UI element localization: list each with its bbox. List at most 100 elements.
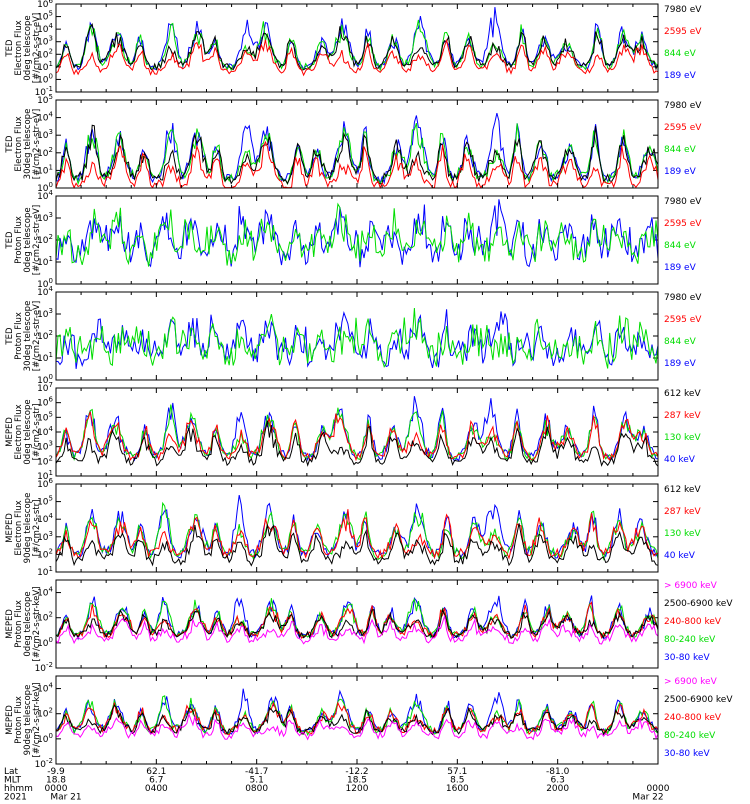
x-axis-tick-value: 2000 (546, 784, 569, 794)
panel-5-ytick-label: 102 (37, 454, 53, 467)
x-axis-tick-value: 5.1 (250, 776, 264, 786)
panel-4-ytick-label: 102 (37, 329, 53, 342)
x-axis-row-label: MLT (4, 776, 22, 786)
x-axis-tick-value: 1600 (446, 784, 469, 794)
panel-6-series-green (55, 501, 659, 561)
panel-2: 100 101 102 103 104 105 TED Electron Flux 30deg … (5, 93, 702, 194)
panel-1-ytick-label: 104 (37, 22, 53, 35)
panel-7-ytick-label: 100 (37, 636, 53, 649)
x-axis-tick-value: -41.7 (245, 767, 268, 777)
panel-6-ylabel-line: Electron Flux (14, 500, 24, 555)
panel-8-ytick-label: 102 (37, 707, 53, 720)
panel-2-ylabel-line: 30deg telescope (23, 109, 33, 180)
panel-7-ytick-label: 10-2 (35, 661, 53, 674)
panel-8: 10-2 100 102 104 MEPED Proton Flux 90deg teles… (5, 675, 733, 770)
panel-6-series-red (55, 509, 659, 560)
panel-3-ytick-label: 101 (37, 255, 53, 268)
panel-3-legend-entry: 844 eV (664, 241, 697, 251)
panel-4-ylabel-line: TED (5, 327, 15, 346)
panel-5-ytick-label: 103 (37, 440, 53, 453)
panel-8-series-magenta (55, 712, 659, 741)
x-axis-tick-value: 62.1 (146, 767, 166, 777)
panel-7-ylabel-line: [#/cm2-s-str-keV] (32, 587, 42, 662)
panel-8-legend-entry: 30-80 keV (664, 749, 710, 759)
panel-3-ylabel-line: [#/cm2-s-str-eV] (32, 205, 42, 275)
panel-1-ytick-label: 10-1 (35, 85, 53, 98)
panel-6-ytick-label: 103 (37, 530, 53, 543)
panel-1-ytick-label: 100 (37, 72, 53, 85)
panel-5-legend-entry: 130 keV (664, 433, 701, 443)
x-axis-tick-value: 6.3 (551, 776, 565, 786)
panel-6-legend-entry: 612 keV (664, 485, 701, 495)
panel-4-legend-entry: 844 eV (664, 337, 697, 347)
panel-5-ylabel-line: Electron Flux (14, 404, 24, 459)
panel-8-series-black (55, 704, 659, 736)
panel-4-ytick-label: 101 (37, 351, 53, 364)
panel-4-ylabel-line: Proton Flux (14, 312, 24, 360)
x-axis-tick-value: -9.9 (47, 767, 65, 777)
panel-2-ytick-label: 100 (37, 181, 53, 194)
panel-1-legend-entry: 844 eV (664, 49, 697, 59)
panel-8-ytick-label: 104 (37, 682, 53, 695)
x-axis-tick-value: -81.0 (546, 767, 570, 777)
panel-5-legend-entry: 612 keV (664, 389, 701, 399)
panel-6-legend-entry: 40 keV (664, 551, 696, 561)
panel-5-ytick-label: 106 (37, 396, 53, 409)
panel-3-ylabel-line: Proton Flux (14, 216, 24, 264)
panel-4-series-blue (55, 309, 659, 369)
panel-7-legend-entry: > 6900 keV (664, 581, 718, 591)
panel-2-legend-entry: 7980 eV (664, 101, 702, 111)
panel-7-legend-entry: 80-240 keV (664, 635, 716, 645)
panel-3-legend-entry: 189 eV (664, 263, 697, 273)
panel-2-ylabel-line: Electron Flux (14, 116, 24, 171)
panel-2-ylabel-line: TED (5, 135, 15, 154)
panel-6-legend-entry: 130 keV (664, 529, 701, 539)
panel-8-ytick-label: 100 (37, 732, 53, 745)
panel-3-ytick-label: 102 (37, 233, 53, 246)
x-axis-tick-value: 18.8 (46, 776, 66, 786)
x-axis-row-label: hhmm (4, 784, 33, 794)
panel-2-legend-entry: 189 eV (664, 167, 697, 177)
x-axis-tick-value: 0000 (647, 784, 670, 794)
panel-4-legend-entry: 189 eV (664, 359, 697, 369)
panel-5-ylabel-line: [#/cm2-s-str] (32, 404, 42, 461)
panel-8-series-green (55, 695, 659, 737)
panel-4-ytick-label: 103 (37, 307, 53, 320)
panel-4-series-green (55, 307, 659, 369)
panel-1-ytick-label: 106 (37, 0, 53, 10)
x-axis-tick-value: Mar 22 (632, 793, 663, 801)
panel-7-series-black (55, 608, 659, 640)
panel-8-legend-entry: 2500-6900 keV (664, 695, 733, 705)
panel-1-ytick-label: 103 (37, 35, 53, 48)
x-axis-row-label: Lat (4, 767, 19, 777)
panel-5-ytick-label: 105 (37, 410, 53, 423)
panel-7-legend-entry: 240-800 keV (664, 617, 722, 627)
panel-1-frame (55, 3, 659, 93)
panel-1-ytick-label: 105 (37, 10, 53, 23)
panel-6-legend-entry: 287 keV (664, 507, 701, 517)
x-axis-tick-value: 1200 (346, 784, 369, 794)
panel-5-series-red (55, 411, 659, 462)
panel-2-ytick-label: 103 (37, 128, 53, 141)
panel-7-ytick-label: 102 (37, 611, 53, 624)
panel-1-legend-entry: 2595 eV (664, 27, 702, 37)
x-axis-row-label: 2021 (4, 793, 27, 801)
panel-3-ylabel-line: 0deg telescope (23, 207, 33, 272)
panel-5-legend-entry: 40 keV (664, 455, 696, 465)
panel-2-ytick-label: 102 (37, 146, 53, 159)
panel-8-ylabel-line: 90deg telescope (23, 685, 33, 756)
panel-2-ytick-label: 104 (37, 111, 53, 124)
panel-5-ytick-label: 107 (37, 381, 53, 394)
panel-4-ytick-label: 104 (37, 285, 53, 298)
panel-6-ytick-label: 102 (37, 547, 53, 560)
panel-3-ylabel-line: TED (5, 231, 15, 250)
panel-7-ytick-label: 104 (37, 586, 53, 599)
panel-4-legend-entry: 7980 eV (664, 293, 702, 303)
panel-7: 10-2 100 102 104 MEPED Proton Flux 0deg telesc… (5, 579, 733, 674)
panel-8-ytick-label: 10-2 (35, 757, 53, 770)
panel-8-ylabel-line: Proton Flux (14, 696, 24, 744)
